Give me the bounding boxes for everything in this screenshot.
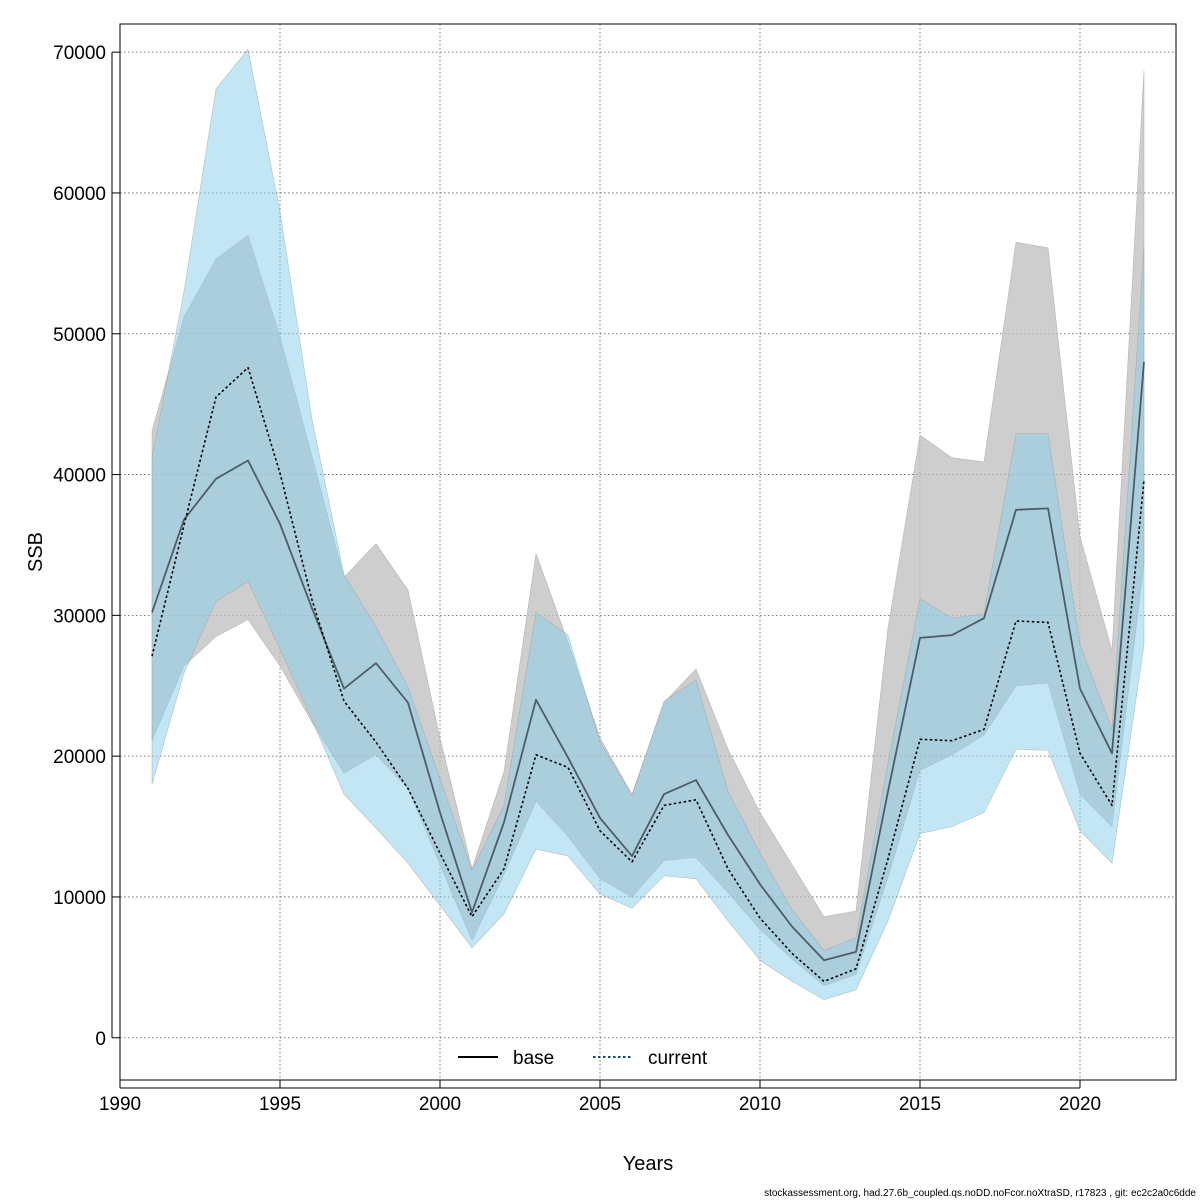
line-current bbox=[151, 366, 1145, 983]
y-tick-label: 30000 bbox=[53, 606, 106, 627]
x-tick-label: 2020 bbox=[1059, 1094, 1101, 1115]
y-tick-label: 10000 bbox=[53, 888, 106, 909]
legend-label-current: current bbox=[648, 1048, 708, 1069]
confidence-bands bbox=[151, 48, 1145, 1001]
y-tick-label: 20000 bbox=[53, 747, 106, 768]
band-current bbox=[151, 48, 1145, 1001]
x-axis-title: Years bbox=[623, 1153, 673, 1175]
x-tick-label: 2000 bbox=[419, 1094, 461, 1115]
x-tick-label: 2005 bbox=[579, 1094, 621, 1115]
y-axis-title: SSB bbox=[25, 532, 47, 572]
legend: base current bbox=[458, 1048, 708, 1069]
x-tick-label: 2015 bbox=[899, 1094, 941, 1115]
y-tick-label: 40000 bbox=[53, 466, 106, 487]
y-tick-label: 0 bbox=[95, 1029, 106, 1050]
line-base bbox=[151, 361, 1145, 962]
plot-frame bbox=[119, 23, 1177, 1081]
y-tick-label: 70000 bbox=[53, 43, 106, 64]
axes: 1990 1995 2000 2005 2010 2015 2020 0 10000 20000 3… bbox=[53, 43, 1101, 1115]
series-lines bbox=[151, 361, 1145, 983]
x-tick-label: 1990 bbox=[99, 1094, 141, 1115]
x-tick-label: 2010 bbox=[739, 1094, 781, 1115]
footer-credit: stockassessment.org, had.27.6b_coupled.q… bbox=[764, 1188, 1196, 1199]
legend-label-base: base bbox=[513, 1048, 554, 1069]
x-tick-label: 1995 bbox=[259, 1094, 301, 1115]
y-tick-label: 60000 bbox=[53, 184, 106, 205]
y-tick-label: 50000 bbox=[53, 325, 106, 346]
